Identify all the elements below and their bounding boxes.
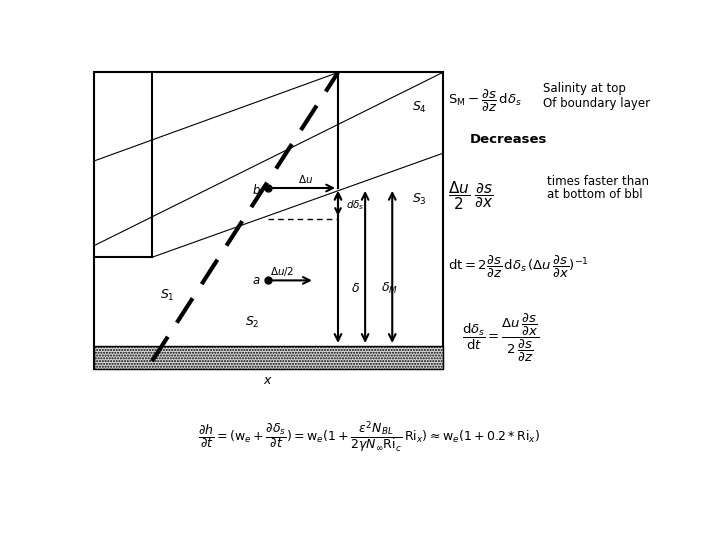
Text: $S_1$: $S_1$ — [160, 288, 174, 303]
Text: $a$: $a$ — [252, 274, 261, 287]
Bar — [94, 346, 443, 369]
Text: $S_4$: $S_4$ — [412, 99, 426, 114]
Text: Salinity at top: Salinity at top — [544, 82, 626, 94]
Text: $d\delta_s$: $d\delta_s$ — [346, 198, 364, 212]
Text: $\delta$: $\delta$ — [351, 281, 359, 295]
Text: $\mathrm{S_M} - \dfrac{\partial s}{\partial z}\,\mathrm{d}\delta_s$: $\mathrm{S_M} - \dfrac{\partial s}{\part… — [448, 88, 522, 114]
Text: $b$: $b$ — [251, 183, 261, 197]
Text: $S_2$: $S_2$ — [245, 315, 259, 330]
Text: $\dfrac{\mathrm{d}\delta_s}{\mathrm{d}t} = \dfrac{\Delta u\,\dfrac{\partial s}{\: $\dfrac{\mathrm{d}\delta_s}{\mathrm{d}t}… — [462, 311, 539, 363]
Text: times faster than: times faster than — [547, 175, 649, 188]
Text: $S_3$: $S_3$ — [412, 192, 426, 207]
Text: $x$: $x$ — [264, 374, 273, 387]
Text: $\delta_M$: $\delta_M$ — [382, 281, 398, 296]
Bar — [94, 72, 443, 369]
Text: $\mathrm{dt} = 2\dfrac{\partial s}{\partial z}\,\mathrm{d}\delta_s\,(\Delta u\,\: $\mathrm{dt} = 2\dfrac{\partial s}{\part… — [448, 253, 589, 280]
Text: $\dfrac{\partial h}{\partial t} = (\mathrm{w}_e + \dfrac{\partial \delta_s}{\par: $\dfrac{\partial h}{\partial t} = (\math… — [198, 419, 540, 455]
Text: at bottom of bbl: at bottom of bbl — [547, 188, 643, 201]
Text: Decreases: Decreases — [470, 132, 547, 146]
Text: $\dfrac{\Delta u}{2}\;\dfrac{\partial s}{\partial x}$: $\dfrac{\Delta u}{2}\;\dfrac{\partial s}… — [448, 179, 493, 212]
Text: $\Delta u$: $\Delta u$ — [298, 173, 313, 185]
Text: Of boundary layer: Of boundary layer — [544, 97, 650, 110]
Text: $\Delta u/2$: $\Delta u/2$ — [270, 265, 294, 278]
